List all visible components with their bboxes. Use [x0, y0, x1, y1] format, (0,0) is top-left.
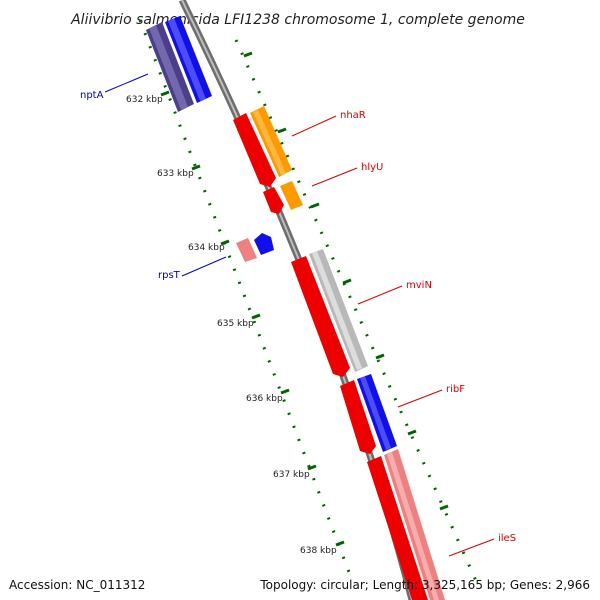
leader-nptA [104, 73, 149, 93]
gene-feature-mviN-red[interactable] [291, 256, 350, 377]
gene-label-hlyU[interactable]: hlyU [361, 162, 383, 173]
map-title: Aliivibrio salmonicida LFI1238 chromosom… [70, 12, 525, 28]
gene-feature-ileS-red[interactable] [367, 456, 428, 600]
accession-text: Accession: NC_011312 [9, 578, 146, 592]
tick-label-636: 636 kbp [246, 394, 283, 404]
tick-label-635: 635 kbp [217, 319, 254, 329]
gene-feature-nhaR-red[interactable] [233, 113, 276, 187]
gene-label-nptA[interactable]: nptA [80, 90, 104, 101]
leader-hlyU [311, 167, 358, 187]
tick-label-634: 634 kbp [188, 243, 225, 253]
leader-ileS [448, 538, 495, 557]
gene-feature-ileS[interactable] [384, 449, 445, 600]
leader-rpsT [181, 256, 227, 277]
tick-label-633: 633 kbp [157, 169, 194, 179]
gene-label-nhaR[interactable]: nhaR [340, 110, 366, 121]
inner-dotted-guide [138, 19, 354, 581]
leader-nhaR [291, 115, 337, 137]
gene-feature-nptA[interactable] [165, 16, 212, 103]
gene-feature-rpsT-pink[interactable] [236, 238, 257, 262]
backbone [178, 0, 416, 600]
tick-marks [160, 90, 345, 547]
gene-feature-hlyU-red[interactable] [263, 187, 284, 214]
gene-feature-ribF[interactable] [357, 374, 397, 452]
gene-label-rpsT[interactable]: rpsT [158, 270, 181, 281]
gene-feature-ribF-red[interactable] [340, 380, 376, 454]
tick-label-632: 632 kbp [126, 95, 163, 105]
gene-feature-rpsT[interactable] [254, 233, 274, 255]
tick-label-637: 637 kbp [273, 470, 310, 480]
outer-tick-marks [243, 51, 449, 511]
leader-ribF [397, 389, 443, 408]
tick-label-638: 638 kbp [300, 546, 337, 556]
gene-label-ribF[interactable]: ribF [446, 384, 465, 395]
gene-label-mviN[interactable]: mviN [406, 280, 432, 291]
gene-feature-mviN[interactable] [309, 249, 368, 372]
genome-summary-text: Topology: circular; Length: 3,325,165 bp… [260, 578, 590, 592]
gene-feature-nhaR[interactable] [250, 106, 292, 177]
gene-label-ileS[interactable]: ileS [498, 533, 516, 544]
gene-feature-hlyU[interactable] [280, 181, 303, 210]
gene-feature-nptA-dark[interactable] [146, 22, 194, 112]
leader-mviN [357, 285, 403, 305]
